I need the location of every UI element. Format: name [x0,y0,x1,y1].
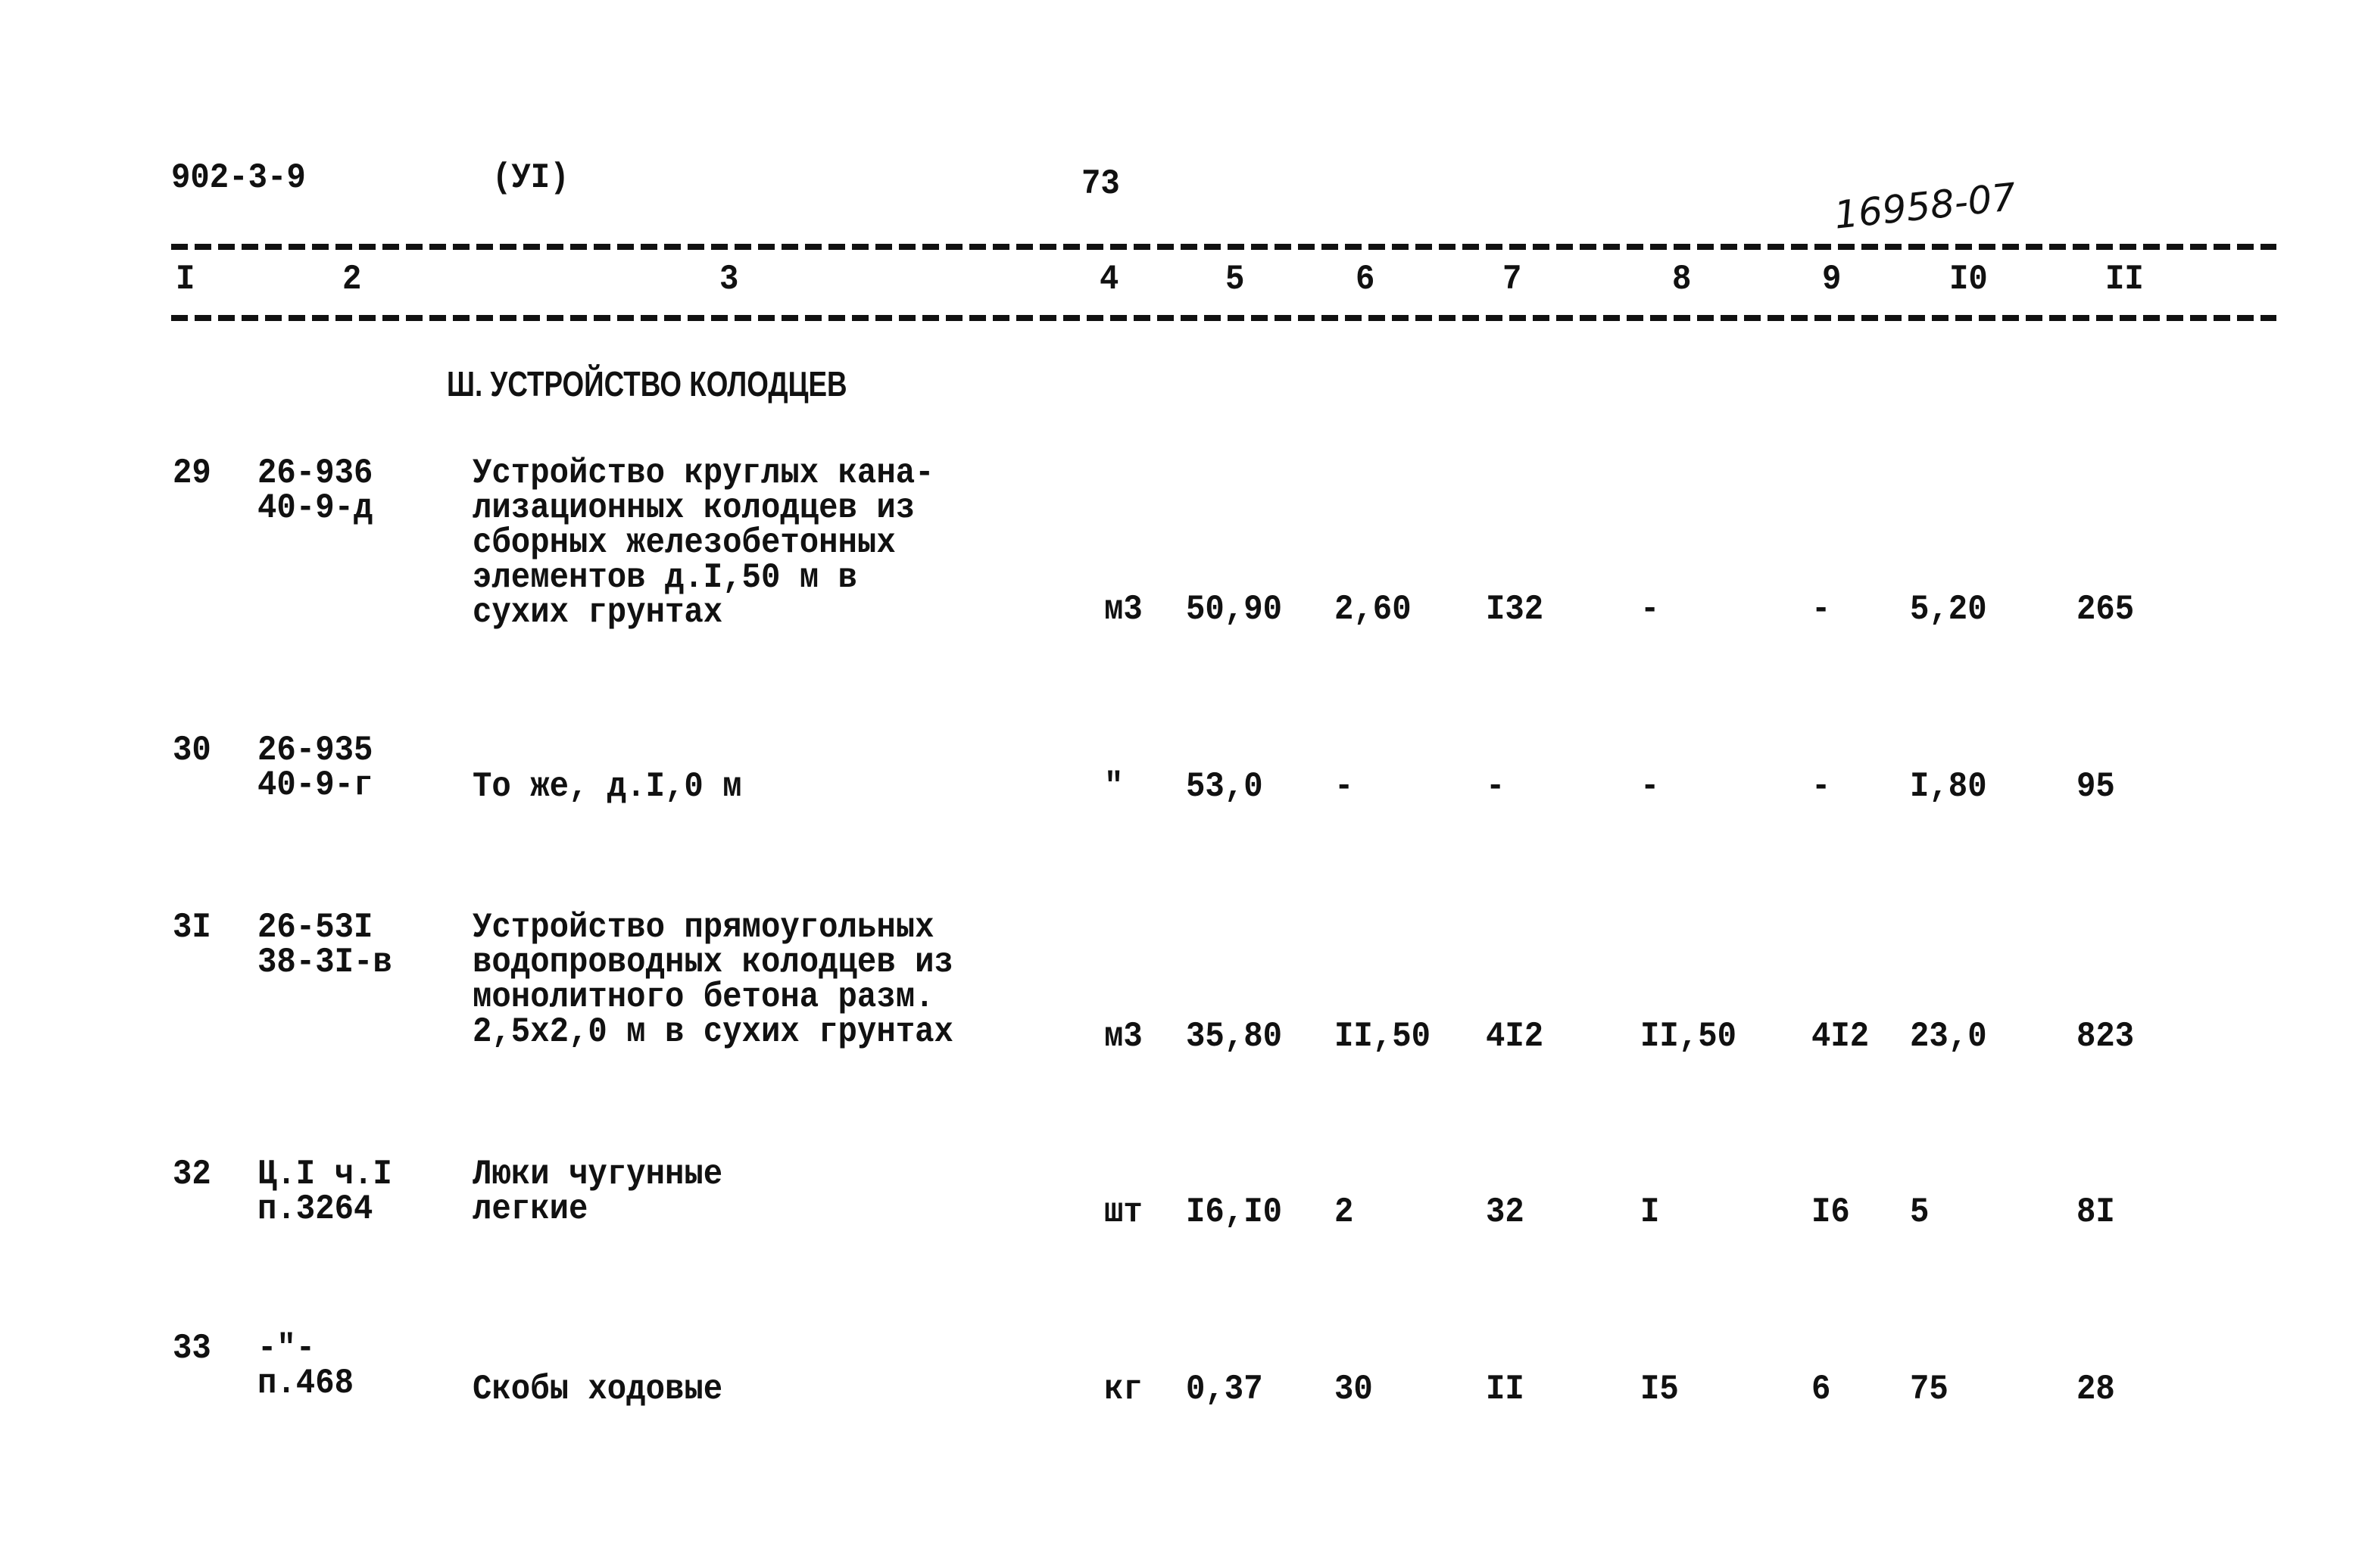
row-reference: п.3264 [257,1189,373,1229]
page-number: 73 [1081,164,1120,204]
row-description-line: Скобы ходовые [473,1370,723,1409]
row-col-6: - [1334,767,1354,806]
row-col-11: 265 [2076,590,2135,629]
column-number: 3 [719,260,739,299]
row-unit: " [1104,767,1124,806]
row-col-10: I,80 [1910,767,1987,806]
row-col-5: I6,I0 [1186,1192,1282,1232]
row-col-10: 5 [1910,1192,1930,1232]
row-col-10: 23,0 [1910,1017,1987,1056]
column-number: 2 [342,260,362,299]
row-reference: 38-3I-в [257,943,392,982]
row-col-11: 8I [2076,1192,2115,1232]
row-unit: кг [1104,1370,1143,1409]
row-description-line: Устройство круглых кана- [473,454,934,493]
column-number: II [2105,260,2144,299]
row-unit: шт [1104,1192,1143,1232]
row-reference: п.468 [257,1364,354,1403]
row-reference: 26-935 [257,731,373,770]
row-col-7: 32 [1486,1192,1524,1232]
row-col-9: 6 [1811,1370,1831,1409]
row-col-7: - [1486,767,1505,806]
row-col-9: - [1811,767,1831,806]
row-description-line: легкие [473,1189,588,1229]
row-col-5: 53,0 [1186,767,1263,806]
row-col-10: 5,20 [1910,590,1987,629]
row-description-line: Устройство прямоугольных [473,908,934,947]
row-reference: 40-9-г [257,765,373,805]
row-col-7: II [1486,1370,1524,1409]
row-description-line: Люки чугунные [473,1155,723,1194]
row-col-11: 28 [2076,1370,2115,1409]
row-description-line: лизационных колодцев из [473,488,916,528]
column-number: 5 [1225,260,1245,299]
row-reference: 26-53I [257,908,373,947]
row-reference: 26-936 [257,454,373,493]
row-number: 32 [173,1155,211,1194]
row-description-line: элементов д.I,50 м в [473,558,857,597]
row-description-line: То же, д.I,0 м [473,767,742,806]
document-code: 902-3-9 [171,158,306,198]
row-reference: Ц.I ч.I [257,1155,392,1194]
row-col-6: 2 [1334,1192,1354,1232]
row-col-9: I6 [1811,1192,1850,1232]
row-reference: -"- [257,1329,316,1368]
volume-label: (УI) [492,158,569,198]
column-number: 8 [1672,260,1692,299]
row-col-8: I [1640,1192,1660,1232]
row-reference: 40-9-д [257,488,373,528]
row-description-line: сборных железобетонных [473,523,896,563]
column-number: 6 [1356,260,1375,299]
row-col-6: II,50 [1334,1017,1431,1056]
row-col-8: - [1640,767,1660,806]
row-col-11: 823 [2076,1017,2135,1056]
row-col-9: - [1811,590,1831,629]
column-number: 7 [1502,260,1522,299]
row-col-8: II,50 [1640,1017,1736,1056]
row-number: 29 [173,454,211,493]
row-col-6: 30 [1334,1370,1373,1409]
column-number: I0 [1949,260,1988,299]
row-col-5: 50,90 [1186,590,1282,629]
header-top-rule [171,244,2276,250]
row-col-8: - [1640,590,1660,629]
row-unit: м3 [1104,590,1143,629]
column-number: 4 [1100,260,1119,299]
row-col-6: 2,60 [1334,590,1412,629]
row-number: 3I [173,908,211,947]
row-col-5: 35,80 [1186,1017,1282,1056]
row-col-7: 4I2 [1486,1017,1544,1056]
header-bottom-rule [171,315,2276,321]
row-description-line: сухих грунтах [473,593,723,632]
column-number: 9 [1822,260,1842,299]
row-col-9: 4I2 [1811,1017,1870,1056]
row-col-8: I5 [1640,1370,1679,1409]
column-number: I [176,260,195,299]
row-number: 33 [173,1329,211,1368]
row-col-11: 95 [2076,767,2115,806]
handwritten-number: 16958-07 [1832,174,2018,238]
row-col-5: 0,37 [1186,1370,1263,1409]
row-number: 30 [173,731,211,770]
row-col-7: I32 [1486,590,1544,629]
section-title: Ш. УСТРОЙСТВО КОЛОДЦЕВ [447,364,847,404]
row-description-line: водопроводных колодцев из [473,943,953,982]
row-col-10: 75 [1910,1370,1948,1409]
row-description-line: монолитного бетона разм. [473,977,934,1017]
row-description-line: 2,5х2,0 м в сухих грунтах [473,1012,953,1052]
row-unit: м3 [1104,1017,1143,1056]
